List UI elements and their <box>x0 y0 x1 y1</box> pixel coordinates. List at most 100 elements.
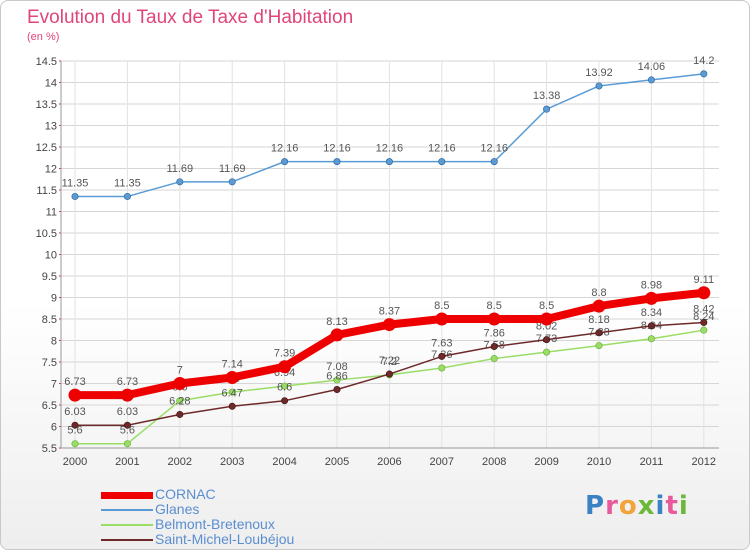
data-point <box>543 348 551 356</box>
y-tick-label: 5.5 <box>42 443 57 455</box>
data-point <box>490 355 498 363</box>
data-label: 7.22 <box>379 355 400 367</box>
data-label: 8.13 <box>326 316 347 328</box>
data-point <box>71 440 79 448</box>
y-tick-label: 7 <box>51 379 57 391</box>
data-label: 8.37 <box>379 306 400 318</box>
data-point <box>543 105 551 113</box>
data-label: 6.6 <box>277 382 292 394</box>
data-point <box>228 388 236 396</box>
data-point <box>123 192 131 200</box>
data-label: 12.16 <box>428 143 456 155</box>
y-tick-label: 8.5 <box>42 314 57 326</box>
x-tick-label: 2000 <box>63 456 87 468</box>
x-tick-label: 2001 <box>115 456 139 468</box>
data-label: 6.86 <box>326 371 347 383</box>
data-point <box>123 440 131 448</box>
data-label: 8.8 <box>591 287 606 299</box>
data-point <box>487 312 501 326</box>
data-point <box>228 178 236 186</box>
data-label: 8.24 <box>693 311 714 323</box>
data-point <box>490 158 498 166</box>
data-label: 6.47 <box>221 387 242 399</box>
data-point <box>176 178 184 186</box>
legend-swatch <box>101 539 153 541</box>
x-tick-label: 2008 <box>482 456 506 468</box>
data-point <box>382 318 396 332</box>
x-tick-label: 2004 <box>272 456 296 468</box>
data-label: 7.08 <box>326 361 347 373</box>
x-tick-label: 2007 <box>430 456 454 468</box>
data-label: 8.02 <box>536 321 557 333</box>
data-point <box>71 421 79 429</box>
data-label: 14.2 <box>693 55 714 67</box>
x-tick-label: 2002 <box>168 456 192 468</box>
data-label: 6.03 <box>117 406 138 418</box>
y-tick-label: 11 <box>46 207 57 219</box>
data-label: 11.69 <box>219 163 246 175</box>
data-label: 6.73 <box>117 376 138 388</box>
legend-label: Belmont-Bretenoux <box>155 516 275 532</box>
data-label: 12.16 <box>376 143 404 155</box>
data-label: 7.39 <box>274 348 295 360</box>
data-point <box>595 342 603 350</box>
data-point <box>333 386 341 394</box>
data-label: 9.11 <box>694 274 715 286</box>
y-tick-label: 14.5 <box>36 56 57 68</box>
data-label: 8.42 <box>693 303 714 315</box>
y-tick-label: 12.5 <box>36 142 57 154</box>
data-label: 12.16 <box>271 143 299 155</box>
data-label: 12.16 <box>323 143 351 155</box>
data-point <box>333 376 341 384</box>
data-point <box>697 286 711 300</box>
legend-label: Glanes <box>155 501 200 517</box>
logo-letter: P <box>585 491 606 521</box>
data-point <box>228 402 236 410</box>
data-point <box>700 70 708 78</box>
data-point <box>120 388 134 402</box>
x-tick-label: 2006 <box>377 456 401 468</box>
legend-swatch <box>101 491 153 499</box>
data-label: 7.2 <box>382 356 397 368</box>
x-tick-label: 2011 <box>640 456 664 468</box>
y-tick-label: 12 <box>45 164 57 176</box>
data-label: 5.6 <box>67 425 82 437</box>
data-point <box>278 360 292 374</box>
data-label: 7 <box>177 365 183 377</box>
data-point <box>540 312 554 326</box>
data-label: 6.03 <box>64 406 85 418</box>
logo-letter: t <box>665 491 679 521</box>
chart-subtitle: (en %) <box>27 31 60 43</box>
y-tick-label: 10.5 <box>36 228 57 240</box>
data-label: 14.06 <box>638 61 666 73</box>
data-label: 8.34 <box>641 307 662 319</box>
legend-label: CORNAC <box>155 486 216 502</box>
data-point <box>385 158 393 166</box>
data-point <box>330 328 344 342</box>
logo-letter: r <box>605 491 619 521</box>
data-point <box>225 370 239 384</box>
y-tick-label: 6 <box>51 422 57 434</box>
data-point <box>281 158 289 166</box>
data-point <box>647 76 655 84</box>
data-point <box>438 158 446 166</box>
data-point <box>644 291 658 305</box>
data-point <box>123 421 131 429</box>
data-label: 6.28 <box>169 395 190 407</box>
y-tick-label: 13.5 <box>36 99 57 111</box>
data-point <box>438 352 446 360</box>
data-label: 8.98 <box>641 279 662 291</box>
data-point <box>543 336 551 344</box>
data-point <box>68 388 82 402</box>
data-point <box>700 318 708 326</box>
data-label: 8.18 <box>588 314 609 326</box>
data-point <box>700 326 708 334</box>
x-tick-label: 2012 <box>692 456 716 468</box>
data-label: 13.38 <box>533 90 561 102</box>
data-label: 7.86 <box>483 328 504 340</box>
data-label: 11.35 <box>62 177 89 189</box>
data-point <box>176 410 184 418</box>
data-point <box>647 335 655 343</box>
legend-label: Saint-Michel-Loubéjou <box>155 531 295 547</box>
